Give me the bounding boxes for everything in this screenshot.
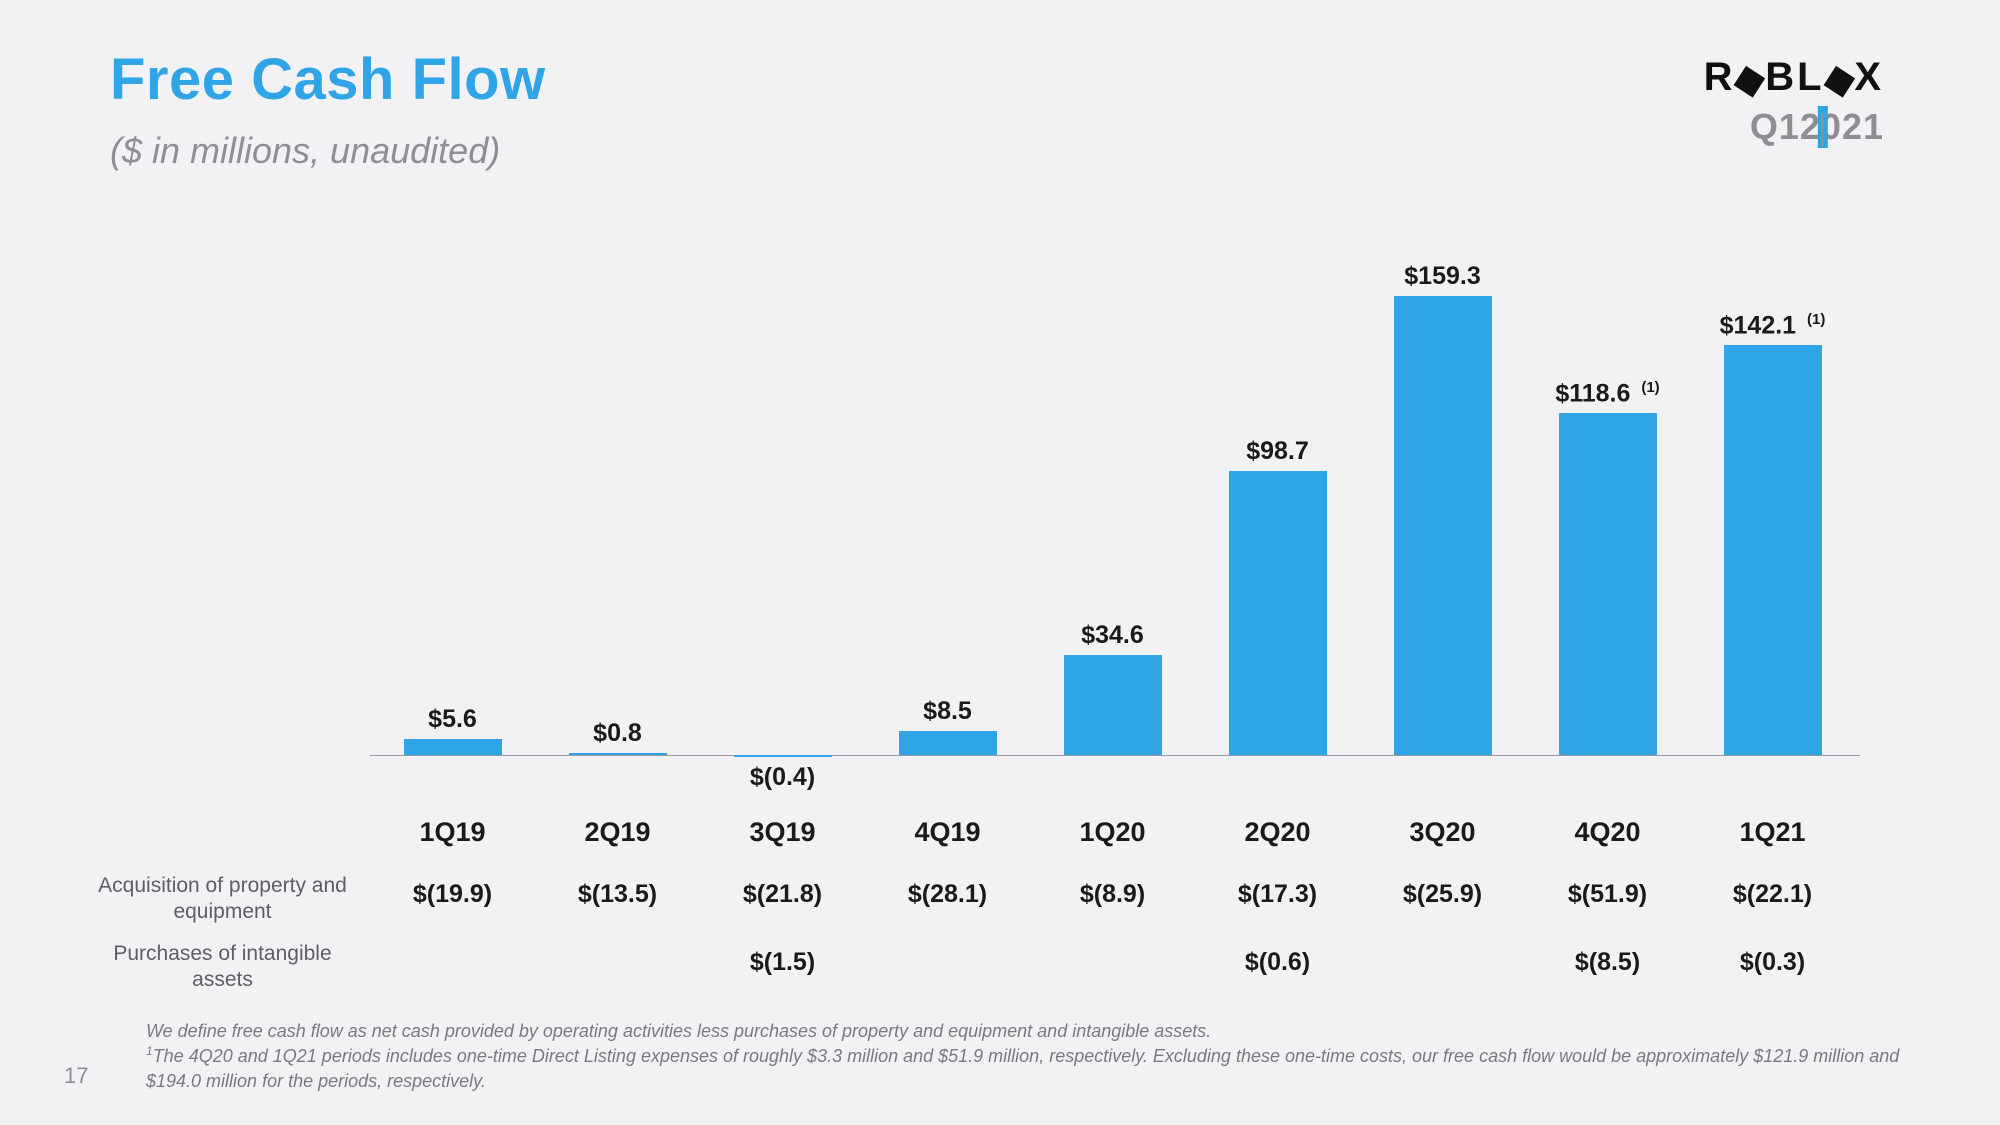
chart-column: $8.54Q19 — [865, 265, 1030, 785]
category-label: 4Q20 — [1574, 817, 1640, 848]
bar — [1559, 413, 1657, 755]
table-cell-acquisition: $(22.1) — [1690, 880, 1855, 909]
table-cell-acquisition: $(13.5) — [535, 880, 700, 909]
category-label: 2Q20 — [1244, 817, 1310, 848]
category-label: 4Q19 — [914, 817, 980, 848]
table-cell-acquisition: $(25.9) — [1360, 880, 1525, 909]
chart-column: $98.72Q20 — [1195, 265, 1360, 785]
bar — [569, 753, 667, 755]
bar — [1724, 345, 1822, 755]
bar — [1394, 296, 1492, 755]
slide: Free Cash Flow ($ in millions, unaudited… — [0, 0, 2000, 1125]
bar-value-label: $159.3 — [1404, 262, 1480, 291]
bar-value-label: $34.6 — [1081, 621, 1144, 650]
table-cell-acquisition: $(8.9) — [1030, 880, 1195, 909]
table-cell-acquisition: $(21.8) — [700, 880, 865, 909]
roblox-logo: R◆BL◆X — [1704, 54, 1884, 100]
period-label: Q1|2021 — [1750, 106, 1884, 148]
footnote-line-2: 1The 4Q20 and 1Q21 periods includes one-… — [146, 1043, 1920, 1093]
bar-value-label: $(0.4) — [750, 763, 815, 792]
category-label: 3Q19 — [749, 817, 815, 848]
chart-column: $0.82Q19 — [535, 265, 700, 785]
chart-column: $5.61Q19 — [370, 265, 535, 785]
bar — [899, 731, 997, 756]
chart-column: $159.33Q20 — [1360, 265, 1525, 785]
bar-value-label: $98.7 — [1246, 437, 1309, 466]
slide-title: Free Cash Flow — [110, 46, 546, 113]
table-cell-intangibles: $(8.5) — [1525, 948, 1690, 977]
category-label: 2Q19 — [584, 817, 650, 848]
bar — [734, 755, 832, 757]
bar — [1229, 471, 1327, 755]
slide-subtitle: ($ in millions, unaudited) — [110, 130, 500, 172]
bar-value-label: $8.5 — [923, 697, 972, 726]
category-label: 3Q20 — [1409, 817, 1475, 848]
chart-column: $142.1 (1)1Q21 — [1690, 265, 1855, 785]
table-row-label-intangibles: Purchases of intangible assets — [85, 941, 360, 994]
table-cell-acquisition: $(17.3) — [1195, 880, 1360, 909]
table-cell-intangibles: $(0.6) — [1195, 948, 1360, 977]
table-cell-intangibles: $(0.3) — [1690, 948, 1855, 977]
table-row-label-acquisition: Acquisition of property and equipment — [85, 873, 360, 926]
table-cell-intangibles: $(1.5) — [700, 948, 865, 977]
table-cell-acquisition: $(28.1) — [865, 880, 1030, 909]
bar — [1064, 655, 1162, 755]
bar — [404, 739, 502, 755]
footnote-line-1: We define free cash flow as net cash pro… — [146, 1019, 1920, 1043]
bar-value-label: $0.8 — [593, 719, 642, 748]
table-cell-acquisition: $(51.9) — [1525, 880, 1690, 909]
category-label: 1Q21 — [1739, 817, 1805, 848]
bar-value-label: $118.6 (1) — [1555, 379, 1659, 408]
table-cell-acquisition: $(19.9) — [370, 880, 535, 909]
fcf-bar-chart: $5.61Q19$0.82Q19$(0.4)3Q19$8.54Q19$34.61… — [370, 265, 1860, 785]
chart-column: $34.61Q20 — [1030, 265, 1195, 785]
footnotes: We define free cash flow as net cash pro… — [146, 1019, 1920, 1093]
category-label: 1Q20 — [1079, 817, 1145, 848]
category-label: 1Q19 — [419, 817, 485, 848]
chart-column: $118.6 (1)4Q20 — [1525, 265, 1690, 785]
page-number: 17 — [64, 1063, 88, 1089]
bar-value-label: $142.1 (1) — [1720, 311, 1826, 340]
chart-column: $(0.4)3Q19 — [700, 265, 865, 785]
bar-value-label: $5.6 — [428, 705, 477, 734]
